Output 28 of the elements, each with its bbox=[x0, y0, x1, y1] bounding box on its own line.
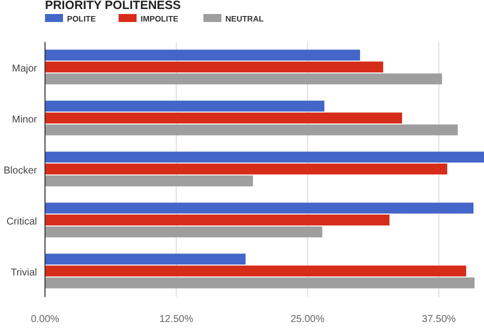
bar bbox=[45, 175, 253, 186]
legend-label: NEUTRAL bbox=[225, 14, 264, 24]
x-tick-label: 25.00% bbox=[290, 314, 325, 325]
legend-label: IMPOLITE bbox=[140, 14, 180, 24]
x-tick-label: 37.50% bbox=[422, 314, 456, 325]
bar bbox=[45, 164, 448, 174]
chart-title: PRIORITY POLITENESS bbox=[45, 0, 181, 12]
bar bbox=[45, 254, 246, 265]
bar bbox=[45, 202, 474, 214]
bar bbox=[45, 112, 402, 124]
bar bbox=[45, 277, 475, 288]
bar bbox=[45, 62, 384, 72]
bar bbox=[45, 50, 360, 61]
x-tick-label: 0.00% bbox=[30, 314, 60, 325]
bar bbox=[45, 226, 322, 238]
y-tick-label: Minor bbox=[12, 114, 38, 126]
y-tick-label: Critical bbox=[6, 216, 37, 228]
bar bbox=[45, 124, 458, 136]
bar bbox=[45, 214, 390, 226]
y-tick-label: Trivial bbox=[10, 268, 37, 278]
legend-label: POLITE bbox=[67, 14, 97, 24]
bar bbox=[45, 100, 324, 112]
bar bbox=[45, 152, 484, 163]
x-tick-label: 12.50% bbox=[159, 314, 194, 325]
bar bbox=[45, 266, 466, 276]
y-tick-label: Major bbox=[12, 64, 38, 74]
bar bbox=[45, 73, 442, 84]
y-tick-label: Blocker bbox=[4, 166, 38, 176]
